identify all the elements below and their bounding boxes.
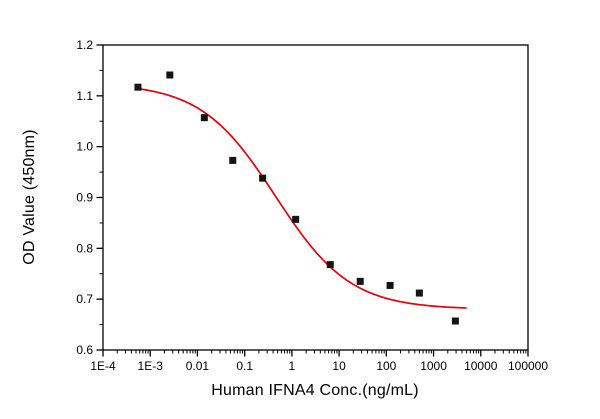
- y-tick-label: 1.2: [76, 38, 93, 52]
- x-tick-label: 0.1: [236, 359, 253, 373]
- y-tick-label: 0.9: [76, 191, 93, 205]
- fit-curve: [135, 87, 467, 309]
- data-point-marker: [259, 174, 267, 182]
- y-tick-label: 0.8: [76, 241, 93, 255]
- x-tick-label: 10: [332, 359, 346, 373]
- data-point-marker: [356, 277, 364, 285]
- data-point-marker: [134, 83, 142, 91]
- y-tick-label: 0.7: [76, 292, 93, 306]
- y-axis-title: OD Value (450nm): [21, 129, 38, 265]
- x-axis-title: Human IFNA4 Conc.(ng/mL): [211, 382, 419, 399]
- data-point-marker: [292, 215, 300, 223]
- x-tick-label: 1E-4: [90, 359, 116, 373]
- data-point-marker: [415, 289, 423, 297]
- y-tick-label: 0.6: [76, 343, 93, 357]
- x-tick-label: 1E-3: [138, 359, 164, 373]
- data-point-marker: [326, 261, 334, 269]
- x-tick-label: 100: [376, 359, 396, 373]
- y-tick-label: 1.1: [76, 89, 93, 103]
- x-tick-label: 0.01: [186, 359, 210, 373]
- data-point-marker: [386, 281, 394, 289]
- data-point-marker: [229, 156, 237, 164]
- x-tick-label: 10000: [464, 359, 498, 373]
- x-tick-label: 100000: [508, 359, 548, 373]
- data-point-marker: [166, 71, 174, 79]
- data-point-marker: [451, 317, 459, 325]
- plot-frame: [102, 44, 529, 351]
- data-point-marker: [200, 114, 208, 122]
- x-tick-label: 1000: [420, 359, 447, 373]
- y-tick-label: 1.0: [76, 140, 93, 154]
- x-tick-label: 1: [289, 359, 296, 373]
